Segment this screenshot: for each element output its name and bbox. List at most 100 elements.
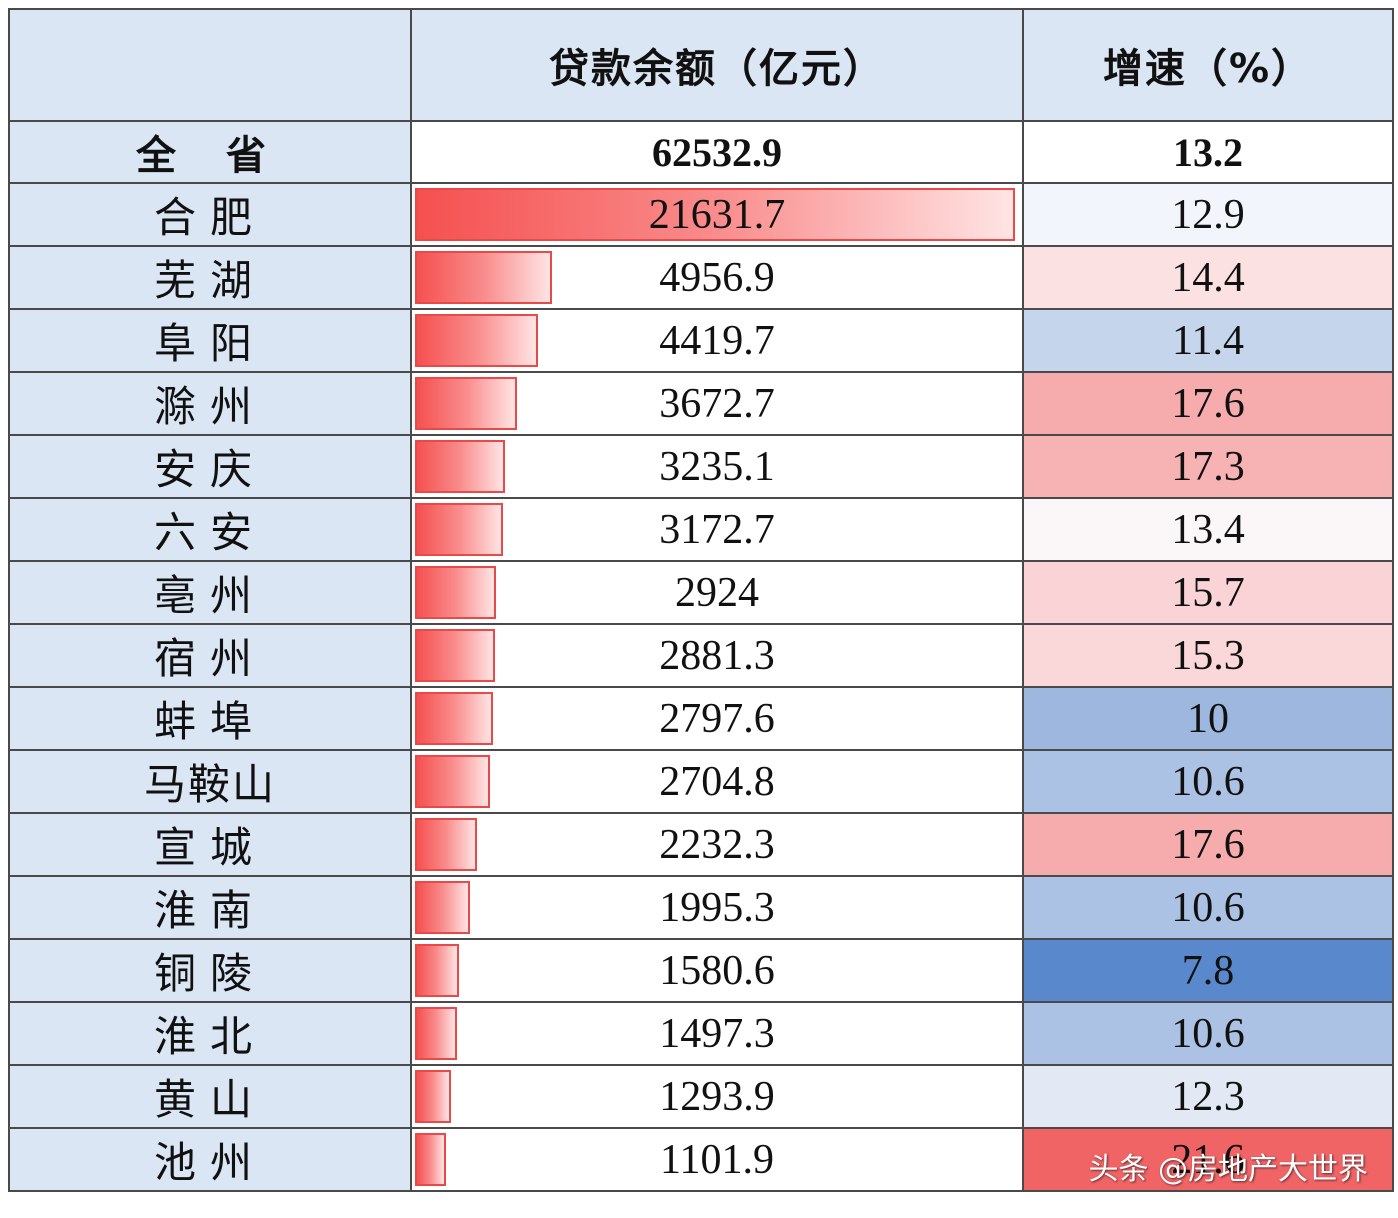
loan-value: 3172.7 (659, 506, 775, 553)
loan-data-bar (415, 314, 538, 367)
table-row: 宿州 2881.3 15.3 (8, 623, 1394, 688)
growth-value: 10 (1022, 686, 1394, 751)
table-row: 芜湖 4956.9 14.4 (8, 245, 1394, 310)
growth-value: 7.8 (1022, 938, 1394, 1003)
loan-value: 2924 (675, 569, 759, 616)
growth-value: 13.4 (1022, 497, 1394, 562)
loan-cell: 1497.3 (410, 1001, 1024, 1066)
growth-value: 14.4 (1022, 245, 1394, 310)
loan-data-bar (415, 188, 1015, 241)
loan-value: 4956.9 (659, 254, 775, 301)
loan-value: 2881.3 (659, 632, 775, 679)
growth-value: 15.7 (1022, 560, 1394, 625)
growth-value: 10.6 (1022, 749, 1394, 814)
loan-value: 3235.1 (659, 443, 775, 490)
growth-value: 21.6 (1022, 1127, 1394, 1192)
loan-data-bar (415, 944, 459, 997)
table-row: 黄山 1293.9 12.3 (8, 1064, 1394, 1129)
loan-value: 4419.7 (659, 317, 775, 364)
loan-data-bar (415, 1133, 446, 1186)
loan-data-bar (415, 566, 496, 619)
table-row: 安庆 3235.1 17.3 (8, 434, 1394, 499)
city-name: 滁州 (8, 371, 412, 436)
table-row: 蚌埠 2797.6 10 (8, 686, 1394, 751)
table-row: 六安 3172.7 13.4 (8, 497, 1394, 562)
growth-value: 17.6 (1022, 371, 1394, 436)
loan-data-bar (415, 440, 505, 493)
table-row: 马鞍山 2704.8 10.6 (8, 749, 1394, 814)
table-row: 淮南 1995.3 10.6 (8, 875, 1394, 940)
header-row: 贷款余额（亿元） 增速（%） (8, 8, 1394, 122)
loan-data-bar (415, 1007, 457, 1060)
header-corner-cell (8, 8, 412, 122)
table-row: 池州 1101.9 21.6 (8, 1127, 1394, 1192)
loan-data-bar (415, 692, 493, 745)
loan-cell: 3172.7 (410, 497, 1024, 562)
loan-cell: 1293.9 (410, 1064, 1024, 1129)
table-row: 宣城 2232.3 17.6 (8, 812, 1394, 877)
loan-cell: 2881.3 (410, 623, 1024, 688)
loan-cell: 3235.1 (410, 434, 1024, 499)
loan-cell: 2924 (410, 560, 1024, 625)
loan-value: 3672.7 (659, 380, 775, 427)
city-name: 马鞍山 (8, 749, 412, 814)
city-name: 六安 (8, 497, 412, 562)
loan-cell: 2232.3 (410, 812, 1024, 877)
loan-value: 1293.9 (659, 1073, 775, 1120)
loan-data-bar (415, 251, 552, 304)
total-row: 全 省 62532.9 13.2 (8, 120, 1394, 184)
table-row: 滁州 3672.7 17.6 (8, 371, 1394, 436)
city-name: 亳州 (8, 560, 412, 625)
growth-value: 12.9 (1022, 182, 1394, 247)
growth-value: 17.3 (1022, 434, 1394, 499)
city-name: 淮北 (8, 1001, 412, 1066)
spreadsheet: 贷款余额（亿元） 增速（%） 全 省 62532.9 13.2 合肥 21631.… (8, 8, 1394, 1192)
loan-value: 1497.3 (659, 1010, 775, 1057)
total-name: 全 省 (8, 120, 412, 184)
city-name: 阜阳 (8, 308, 412, 373)
loan-cell: 21631.7 (410, 182, 1024, 247)
city-name: 淮南 (8, 875, 412, 940)
loan-value: 1580.6 (659, 947, 775, 994)
city-name: 合肥 (8, 182, 412, 247)
city-name: 池州 (8, 1127, 412, 1192)
city-name: 铜陵 (8, 938, 412, 1003)
table-row: 阜阳 4419.7 11.4 (8, 308, 1394, 373)
loan-cell: 2797.6 (410, 686, 1024, 751)
loan-data-bar (415, 377, 517, 430)
table-row: 铜陵 1580.6 7.8 (8, 938, 1394, 1003)
loan-value: 1995.3 (659, 884, 775, 931)
loan-data-bar (415, 629, 495, 682)
loan-cell: 4956.9 (410, 245, 1024, 310)
table-row: 合肥 21631.7 12.9 (8, 182, 1394, 247)
table-row: 亳州 2924 15.7 (8, 560, 1394, 625)
growth-value: 15.3 (1022, 623, 1394, 688)
loan-data-bar (415, 881, 470, 934)
city-name: 芜湖 (8, 245, 412, 310)
loan-value: 2797.6 (659, 695, 775, 742)
city-name: 宿州 (8, 623, 412, 688)
header-loan-balance: 贷款余额（亿元） (410, 8, 1024, 122)
loan-cell: 1580.6 (410, 938, 1024, 1003)
loan-data-bar (415, 1070, 451, 1123)
header-growth-rate: 增速（%） (1022, 8, 1394, 122)
loan-cell: 4419.7 (410, 308, 1024, 373)
loan-cell: 1995.3 (410, 875, 1024, 940)
city-name: 黄山 (8, 1064, 412, 1129)
table-row: 淮北 1497.3 10.6 (8, 1001, 1394, 1066)
growth-value: 10.6 (1022, 875, 1394, 940)
city-name: 宣城 (8, 812, 412, 877)
watermark: 头条 @房地产大世界 (1088, 1152, 1368, 1187)
loan-value: 1101.9 (660, 1136, 774, 1183)
growth-value: 17.6 (1022, 812, 1394, 877)
loan-cell: 2704.8 (410, 749, 1024, 814)
loan-value: 2704.8 (659, 758, 775, 805)
loan-data-bar (415, 818, 477, 871)
total-growth: 13.2 (1022, 120, 1394, 184)
loan-data-bar (415, 503, 503, 556)
loan-value: 2232.3 (659, 821, 775, 868)
growth-value: 12.3 (1022, 1064, 1394, 1129)
loan-value: 21631.7 (648, 191, 786, 238)
loan-cell: 3672.7 (410, 371, 1024, 436)
city-name: 蚌埠 (8, 686, 412, 751)
